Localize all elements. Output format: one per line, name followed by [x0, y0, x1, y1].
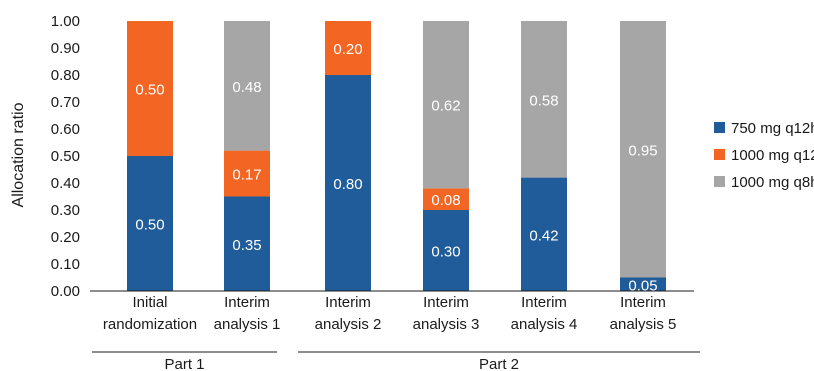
- bar-segment: [620, 21, 666, 278]
- data-label: 0.05: [628, 277, 657, 294]
- data-labels: 0.50 0.50 0.35 0.17 0.48 0.80 0.20 0.30 0.08 0.62…: [135, 41, 657, 294]
- y-tick-label: 0.90: [51, 40, 80, 57]
- y-tick-label: 0.10: [51, 256, 80, 273]
- data-label: 0.95: [628, 142, 657, 159]
- data-label: 0.20: [333, 41, 362, 58]
- y-tick-label: 0.00: [51, 283, 80, 300]
- y-tick-label: 0.70: [51, 94, 80, 111]
- x-tick-label: Interim: [620, 294, 666, 311]
- y-axis-title: Allocation ratio: [10, 102, 27, 207]
- y-tick-label: 1.00: [51, 13, 80, 30]
- legend: 750 mg q12h 1000 mg q12h 1000 mg q8h: [714, 120, 814, 191]
- data-label: 0.80: [333, 176, 362, 193]
- x-tick-label: randomization: [103, 316, 197, 333]
- x-tick-label: analysis 3: [413, 316, 480, 333]
- data-label: 0.50: [135, 82, 164, 99]
- y-tick-label: 0.40: [51, 175, 80, 192]
- x-tick-label: Interim: [521, 294, 567, 311]
- bar-segment: [521, 21, 567, 178]
- data-label: 0.58: [529, 92, 558, 109]
- data-label: 0.08: [431, 192, 460, 209]
- group-label: Part 1: [164, 356, 204, 371]
- x-tick-label: analysis 4: [511, 316, 578, 333]
- data-label: 0.17: [232, 167, 261, 184]
- legend-swatch: [714, 122, 725, 133]
- group-label: Part 2: [479, 356, 519, 371]
- x-tick-label: Initial: [132, 294, 167, 311]
- bar-segment: [224, 21, 270, 151]
- x-tick-label: analysis 1: [214, 316, 281, 333]
- data-label: 0.48: [232, 79, 261, 96]
- x-tick-label: Interim: [423, 294, 469, 311]
- bar-segment: [224, 196, 270, 291]
- legend-label: 1000 mg q8h: [731, 174, 814, 191]
- legend-label: 750 mg q12h: [731, 120, 814, 137]
- y-axis-ticks: 0.00 0.10 0.20 0.30 0.40 0.50 0.60 0.70 0.80 0.90…: [51, 13, 80, 300]
- bar-segment: [423, 188, 469, 210]
- y-tick-label: 0.80: [51, 67, 80, 84]
- bar-segment: [127, 21, 173, 156]
- y-tick-label: 0.30: [51, 202, 80, 219]
- bar-segment: [325, 75, 371, 291]
- bar-segment: [325, 21, 371, 75]
- x-tick-label: analysis 5: [610, 316, 677, 333]
- bar-segment: [224, 150, 270, 197]
- data-label: 0.50: [135, 217, 164, 234]
- y-tick-label: 0.20: [51, 229, 80, 246]
- y-tick-label: 0.50: [51, 148, 80, 165]
- category-groups: Part 1 Part 2: [92, 351, 700, 371]
- legend-swatch: [714, 149, 725, 160]
- data-label: 0.42: [529, 227, 558, 244]
- bar-segment: [521, 177, 567, 291]
- bar-segment: [620, 277, 666, 291]
- bars: [127, 21, 666, 291]
- legend-label: 1000 mg q12h: [731, 147, 814, 164]
- data-label: 0.35: [232, 237, 261, 254]
- x-tick-label: Interim: [224, 294, 270, 311]
- bar-segment: [127, 156, 173, 291]
- bar-segment: [423, 21, 469, 189]
- x-tick-label: analysis 2: [315, 316, 382, 333]
- x-tick-label: Interim: [325, 294, 371, 311]
- bar-segment: [423, 210, 469, 291]
- data-label: 0.62: [431, 98, 460, 115]
- legend-swatch: [714, 176, 725, 187]
- data-label: 0.30: [431, 244, 460, 261]
- x-axis-category-labels: Initial randomization Interim analysis 1 Int…: [103, 294, 676, 333]
- y-tick-label: 0.60: [51, 121, 80, 138]
